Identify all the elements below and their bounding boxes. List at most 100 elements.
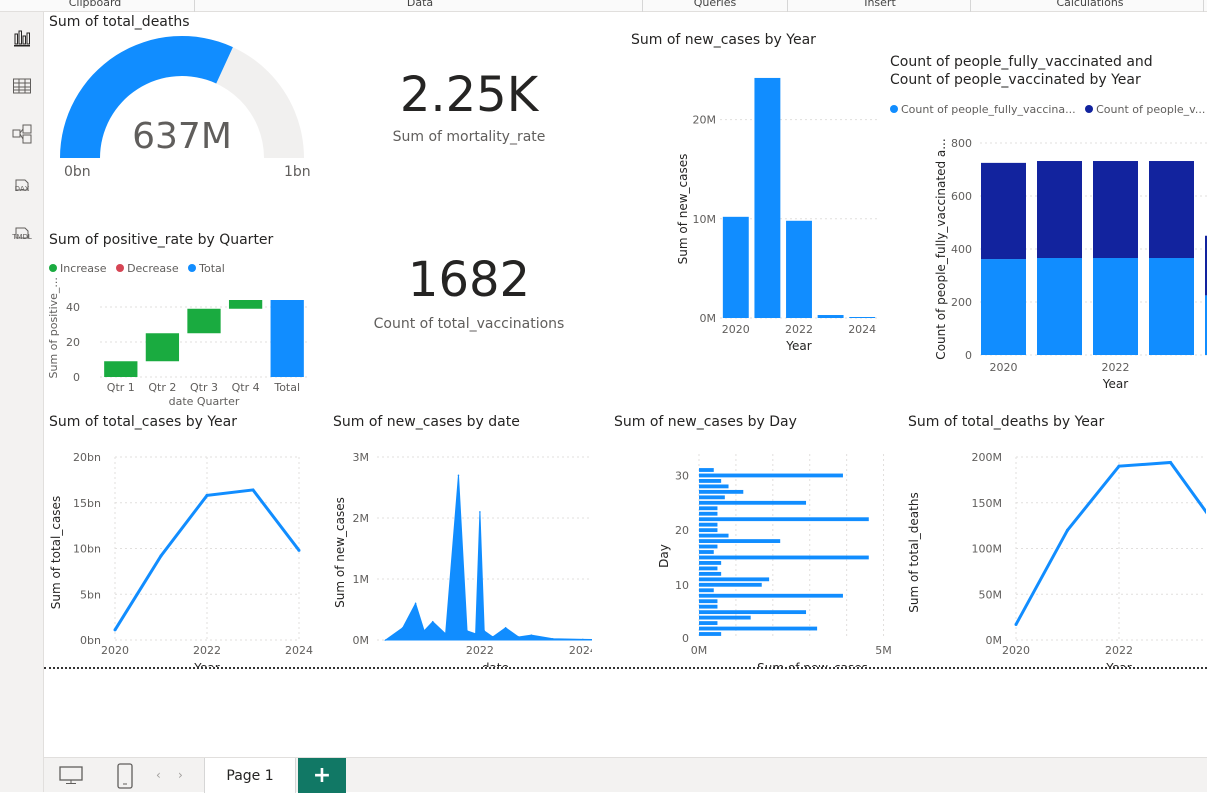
model-view-icon[interactable] — [6, 118, 38, 150]
newcases-day-bar — [699, 484, 729, 489]
newcases-year-bar — [754, 77, 781, 318]
totalcases-point — [251, 488, 255, 492]
totalcases-point — [159, 554, 163, 558]
vacc-title-line1: Count of people_fully_vaccinated and — [890, 54, 1153, 70]
newcases-date-point — [466, 630, 468, 632]
totalcases-point — [113, 628, 117, 632]
legend-decrease-swatch — [116, 264, 125, 272]
totalcases-y-tick: 0bn — [80, 634, 101, 647]
vacc-vaccinated-bar — [981, 162, 1026, 260]
totalcases-point — [205, 493, 209, 497]
card-mortality-label: Sum of mortality_rate — [392, 129, 546, 145]
newcases-year-x-axis-title: Year — [785, 339, 811, 353]
card-total-vaccinations[interactable]: 1682 Count of total_vaccinations — [354, 252, 584, 342]
newcases-day-bar — [699, 555, 869, 560]
newcases-date-point — [517, 636, 520, 638]
newcases-date-point — [483, 630, 486, 632]
totalcases-point — [297, 548, 301, 552]
vacc-y-tick: 800 — [951, 137, 972, 150]
newcases-year-y-tick: 10M — [693, 213, 717, 226]
newcases-year-y-axis-title: Sum of new_cases — [676, 154, 690, 265]
page-tabs-bar: ‹ › Page 1 + — [44, 757, 1207, 793]
vacc-y-tick: 200 — [951, 296, 972, 309]
report-view-icon[interactable] — [6, 22, 38, 54]
newcases-date-x-tick: 2022 — [466, 644, 494, 657]
ribbon-group-clipboard: Clipboard — [68, 0, 122, 9]
newcases-day-bar — [699, 528, 718, 533]
newcases-year-bar — [817, 315, 844, 318]
legend-total-label: Total — [199, 261, 225, 275]
vaccination-year-visual[interactable]: Count of people_fully_vaccinated and Cou… — [890, 54, 1207, 394]
newcases-day-bar — [699, 517, 869, 522]
waterfall-x-tick: Total — [273, 381, 300, 394]
newcases-date-point — [474, 633, 477, 635]
newcases-year-x-tick: 2020 — [722, 323, 750, 336]
tmdl-label: TMDL — [12, 233, 32, 241]
totalcases-y-axis-title: Sum of total_cases — [49, 496, 63, 609]
page-boundary-line — [44, 667, 1207, 669]
table-view-icon[interactable] — [6, 70, 38, 102]
desktop-layout-icon[interactable] — [58, 764, 84, 786]
vacc-vaccinated-bar — [1037, 161, 1082, 259]
legend-fully-vaccinated-swatch — [890, 105, 898, 113]
newcases-day-bar — [699, 550, 714, 554]
card-vaccinations-label: Count of total_vaccinations — [373, 316, 565, 332]
waterfall-visual[interactable]: Sum of positive_rate by Quarter Increase… — [48, 230, 328, 410]
scroll-left-icon[interactable]: ‹ — [156, 768, 161, 782]
newcases-year-bar — [849, 317, 876, 318]
vacc-y-tick: 0 — [965, 349, 972, 362]
gauge-visual[interactable]: Sum of total_deaths 637M 0bn 1bn — [48, 12, 318, 192]
totalcases-year-title: Sum of total_cases by Year — [49, 414, 237, 430]
ribbon-group-calculations: Calculations — [1056, 0, 1124, 9]
newcases-day-bar — [699, 479, 722, 483]
vacc-x-axis-title: Year — [1102, 377, 1128, 391]
newcases-day-bar — [699, 599, 718, 604]
newcases-day-x-tick: 0M — [691, 644, 708, 657]
add-page-button[interactable]: + — [298, 758, 346, 793]
totaldeaths-year-visual[interactable]: Sum of total_deaths by Year 0M 50M 100M 150… — [906, 412, 1206, 667]
waterfall-x-tick: Qtr 4 — [232, 381, 260, 394]
card-vaccinations-value: 1682 — [407, 252, 531, 308]
newcases-year-y-tick: 0M — [700, 312, 717, 325]
newcases-date-x-tick: 2024 — [569, 644, 592, 657]
vacc-x-tick: 2020 — [990, 361, 1018, 374]
totaldeaths-line — [1014, 460, 1206, 626]
totalcases-year-visual[interactable]: Sum of total_cases by Year 0bn 5bn 10bn 15b… — [48, 412, 318, 667]
newcases-day-bar — [699, 473, 843, 478]
newcases-day-y-tick: 0 — [682, 632, 689, 645]
newcases-day-bar — [699, 539, 781, 543]
card-mortality-rate[interactable]: 2.25K Sum of mortality_rate — [364, 67, 574, 157]
newcases-day-bar — [699, 610, 807, 615]
newcases-date-point — [504, 627, 507, 629]
waterfall-bar — [104, 361, 138, 377]
newcases-date-point — [431, 620, 434, 623]
vacc-fully-vaccinated-bar — [981, 259, 1026, 355]
newcases-year-visual[interactable]: Sum of new_cases by Year 0M 10M 20M 2020 202… — [628, 30, 878, 360]
vacc-vaccinated-bar — [1093, 161, 1138, 259]
newcases-date-y-tick: 1M — [353, 573, 370, 586]
newcases-date-area — [384, 475, 592, 641]
waterfall-title: Sum of positive_rate by Quarter — [49, 232, 274, 248]
newcases-day-y-tick: 30 — [675, 469, 689, 482]
tab-page-1[interactable]: Page 1 — [204, 758, 296, 793]
mobile-layout-icon[interactable] — [116, 762, 134, 790]
waterfall-bar — [145, 333, 180, 362]
dax-query-view-icon[interactable]: DAX — [6, 170, 38, 202]
newcases-day-visual[interactable]: Sum of new_cases by Day 0M 5M 0 10 20 30 Sum o… — [612, 412, 902, 667]
legend-total-swatch — [188, 264, 197, 272]
totalcases-y-tick: 20bn — [73, 451, 101, 464]
newcases-date-visual[interactable]: Sum of new_cases by date 0M 1M 2M 3M 2022 202… — [332, 412, 592, 667]
vacc-fully-vaccinated-bar — [1037, 258, 1082, 355]
waterfall-bar — [187, 308, 221, 334]
newcases-day-y-axis-title: Day — [657, 544, 671, 568]
vacc-x-tick: 2022 — [1102, 361, 1130, 374]
scroll-right-icon[interactable]: › — [178, 768, 183, 782]
totaldeaths-point — [1066, 528, 1069, 532]
tmdl-view-icon[interactable]: TMDL — [6, 218, 38, 250]
legend-vaccinated-label: Count of people_v... — [1096, 102, 1206, 116]
ribbon-separator — [1203, 0, 1204, 12]
waterfall-y-axis-title: Sum of positive_... — [48, 277, 60, 378]
vacc-fully-vaccinated-bar — [1149, 258, 1194, 355]
dax-label: DAX — [14, 185, 30, 193]
vacc-y-tick: 600 — [951, 190, 972, 203]
